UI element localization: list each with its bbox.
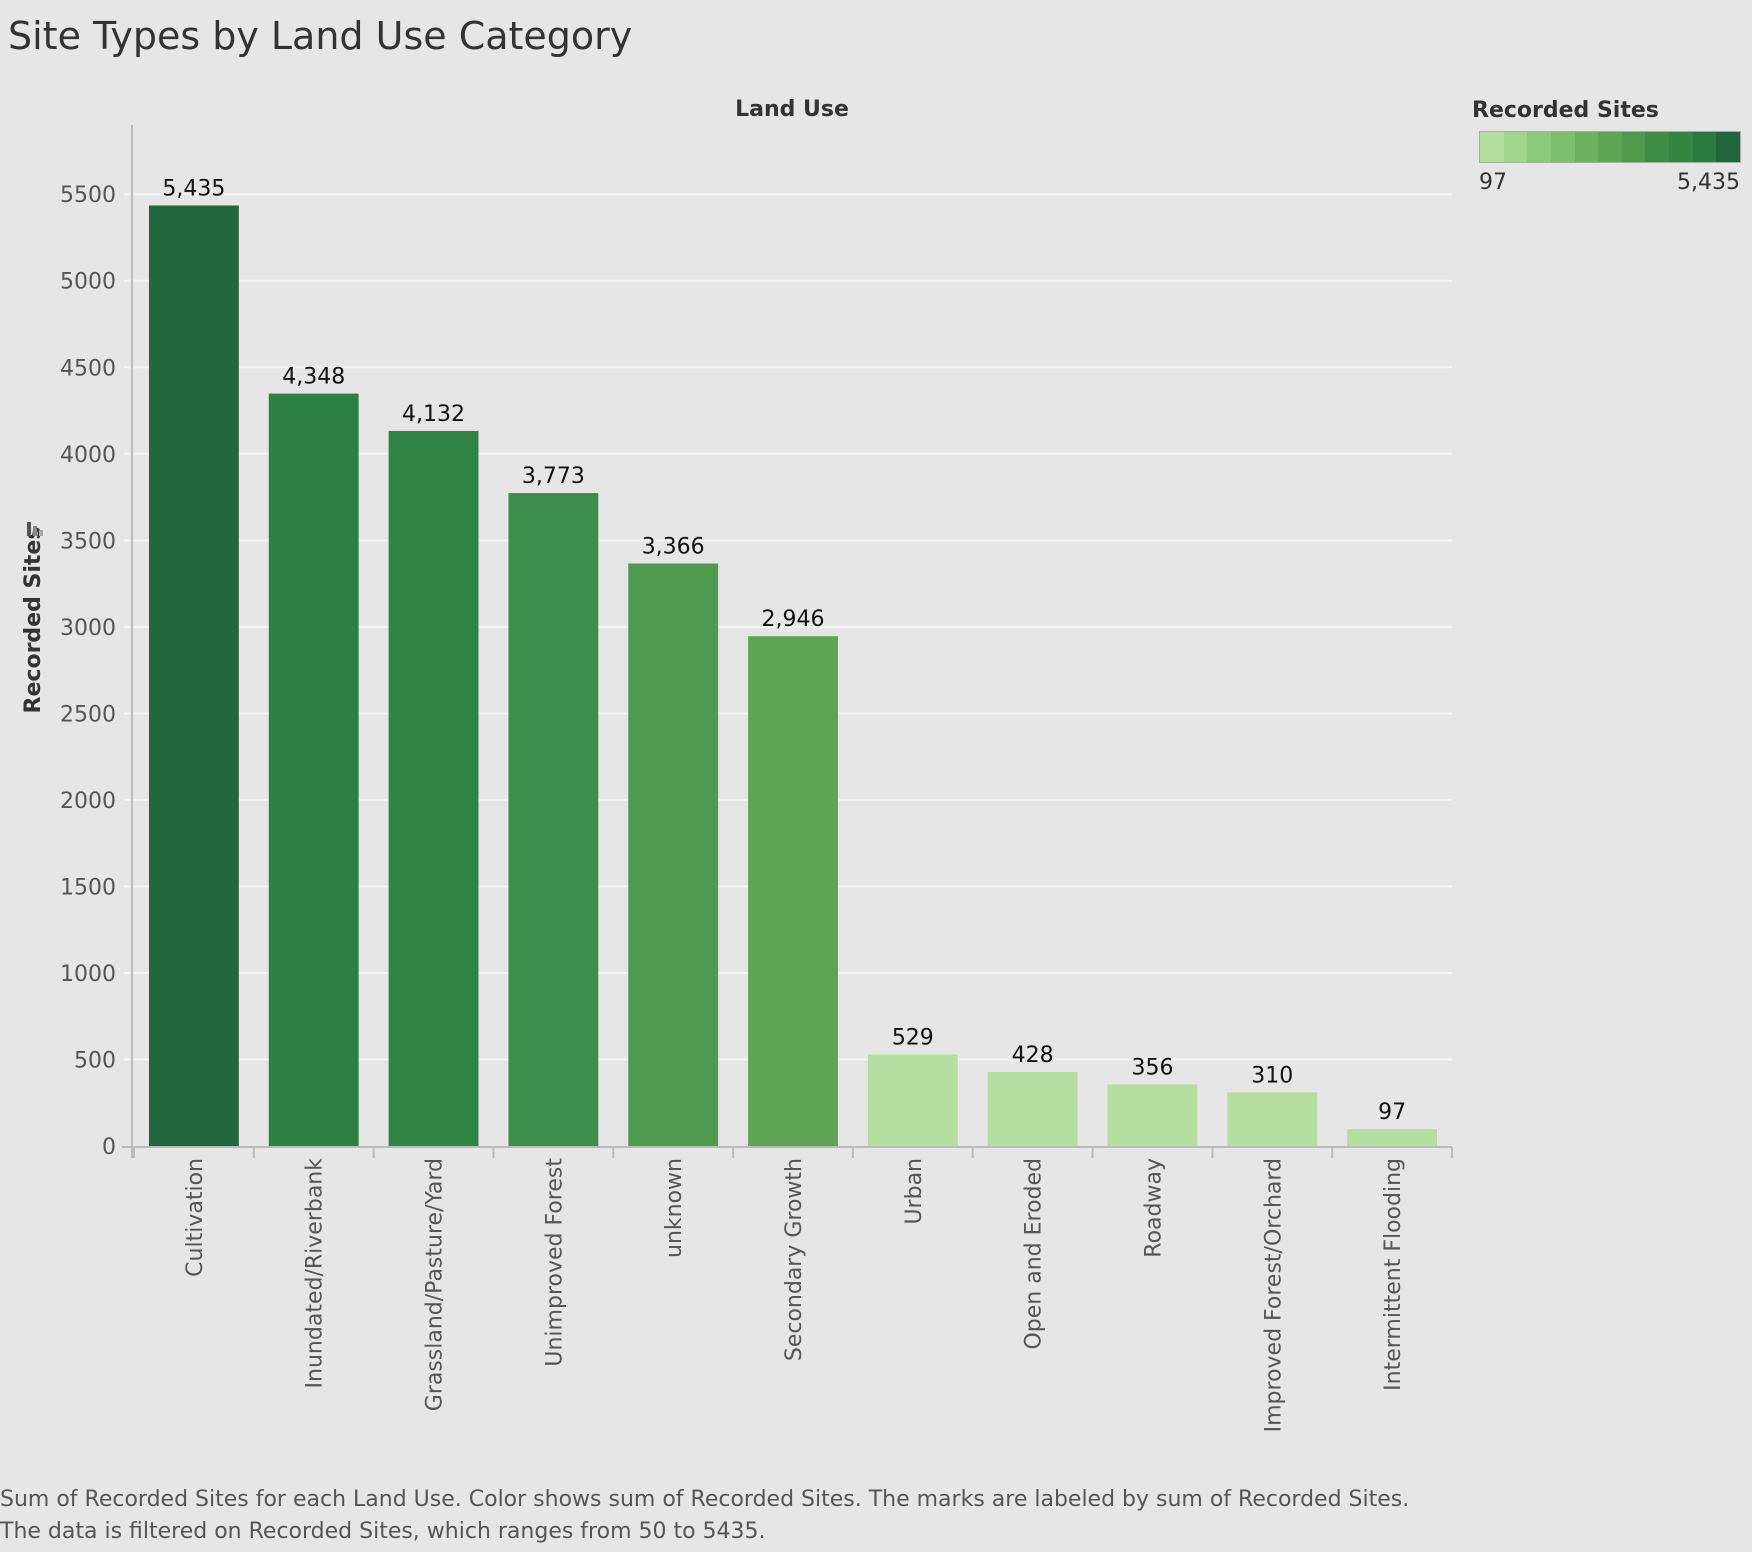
bar[interactable] (1107, 1084, 1198, 1146)
y-tick-label: 4000 (60, 443, 116, 468)
legend-swatch (1503, 132, 1528, 162)
y-tick-label: 1000 (60, 962, 116, 987)
bar[interactable] (987, 1071, 1078, 1146)
y-tick-label: 2500 (60, 702, 116, 727)
legend-swatch (1669, 132, 1693, 162)
bar-value-label: 356 (1131, 1055, 1173, 1080)
bar-value-label: 529 (892, 1025, 934, 1050)
bar[interactable] (628, 563, 719, 1146)
y-tick-label: 3000 (60, 616, 116, 641)
bar-value-label: 4,348 (282, 365, 345, 390)
bar[interactable] (1227, 1092, 1318, 1146)
y-tick-label: 500 (74, 1048, 116, 1073)
legend-swatch (1598, 132, 1622, 162)
bar[interactable] (268, 393, 359, 1146)
legend-swatch (1527, 132, 1551, 162)
x-tick-label: Urban (902, 1158, 927, 1225)
x-tick-label: Cultivation (183, 1158, 208, 1277)
legend-title: Recorded Sites (1472, 98, 1659, 123)
y-tick-label: 3500 (60, 529, 116, 554)
x-tick-label: Grassland/Pasture/Yard (423, 1158, 448, 1411)
bar[interactable] (867, 1054, 958, 1146)
color-legend-ramp (1479, 131, 1741, 163)
bar-value-label: 428 (1012, 1043, 1054, 1068)
bar-value-label: 5,435 (162, 176, 225, 201)
bar-value-label: 3,773 (522, 464, 585, 489)
legend-swatch (1480, 132, 1504, 162)
y-axis-title[interactable]: Recorded Sites (21, 527, 46, 714)
y-tick-label: 2000 (60, 789, 116, 814)
x-tick-label: Open and Eroded (1022, 1158, 1047, 1350)
x-tick-label: Improved Forest/Orchard (1261, 1158, 1286, 1432)
sort-icon[interactable] (27, 522, 43, 536)
y-tick-labels: 0 500 1000 1500 2000 2500 3000 3500 4000 4500 5000… (60, 183, 116, 1160)
bar-value-label: 310 (1251, 1063, 1293, 1088)
x-tick-label: Intermittent Flooding (1381, 1158, 1406, 1391)
caption-line: Sum of Recorded Sites for each Land Use.… (0, 1487, 1410, 1512)
x-axis-title: Land Use (735, 97, 849, 122)
chart-caption: Sum of Recorded Sites for each Land Use.… (0, 1484, 1409, 1548)
legend-min-label: 97 (1479, 170, 1507, 195)
axes (122, 125, 1453, 1158)
chart-title: Site Types by Land Use Category (8, 14, 633, 58)
x-tick-label: Roadway (1141, 1158, 1166, 1258)
y-tick-label: 5000 (60, 270, 116, 295)
bar-value-label: 4,132 (402, 402, 465, 427)
x-tick-label: unknown (662, 1158, 687, 1258)
bar-labels: 5,435 4,348 4,132 3,773 3,366 2,946 529 428 356 3… (162, 176, 1406, 1125)
caption-line: The data is filtered on Recorded Sites, … (0, 1519, 766, 1544)
y-tick-label: 5500 (60, 183, 116, 208)
legend-swatch (1574, 132, 1599, 162)
legend-swatch (1692, 132, 1717, 162)
y-tick-label: 4500 (60, 356, 116, 381)
x-tick-label: Unimproved Forest (542, 1158, 567, 1367)
bar-chart: 5,435 4,348 4,132 3,773 3,366 2,946 529 428 356 3… (21, 97, 1453, 1433)
x-tick-labels: Cultivation Inundated/Riverbank Grassland/… (183, 1158, 1406, 1433)
legend-swatch (1645, 132, 1670, 162)
legend-max-label: 5,435 (1677, 170, 1740, 195)
y-tick-label: 1500 (60, 875, 116, 900)
x-tick-label: Secondary Growth (782, 1158, 807, 1361)
legend-swatch (1621, 132, 1646, 162)
bar[interactable] (1347, 1129, 1438, 1146)
bar-value-label: 2,946 (762, 607, 825, 632)
legend-swatch (1716, 132, 1741, 162)
legend-swatch (1550, 132, 1575, 162)
bar[interactable] (508, 493, 599, 1146)
bar[interactable] (148, 205, 239, 1147)
x-tick-label: Inundated/Riverbank (303, 1158, 328, 1389)
bars (148, 205, 1438, 1147)
bar-value-label: 97 (1378, 1100, 1406, 1125)
bar[interactable] (388, 430, 479, 1147)
bar-value-label: 3,366 (642, 535, 705, 560)
bar[interactable] (748, 636, 838, 1146)
y-tick-label: 0 (102, 1135, 116, 1160)
